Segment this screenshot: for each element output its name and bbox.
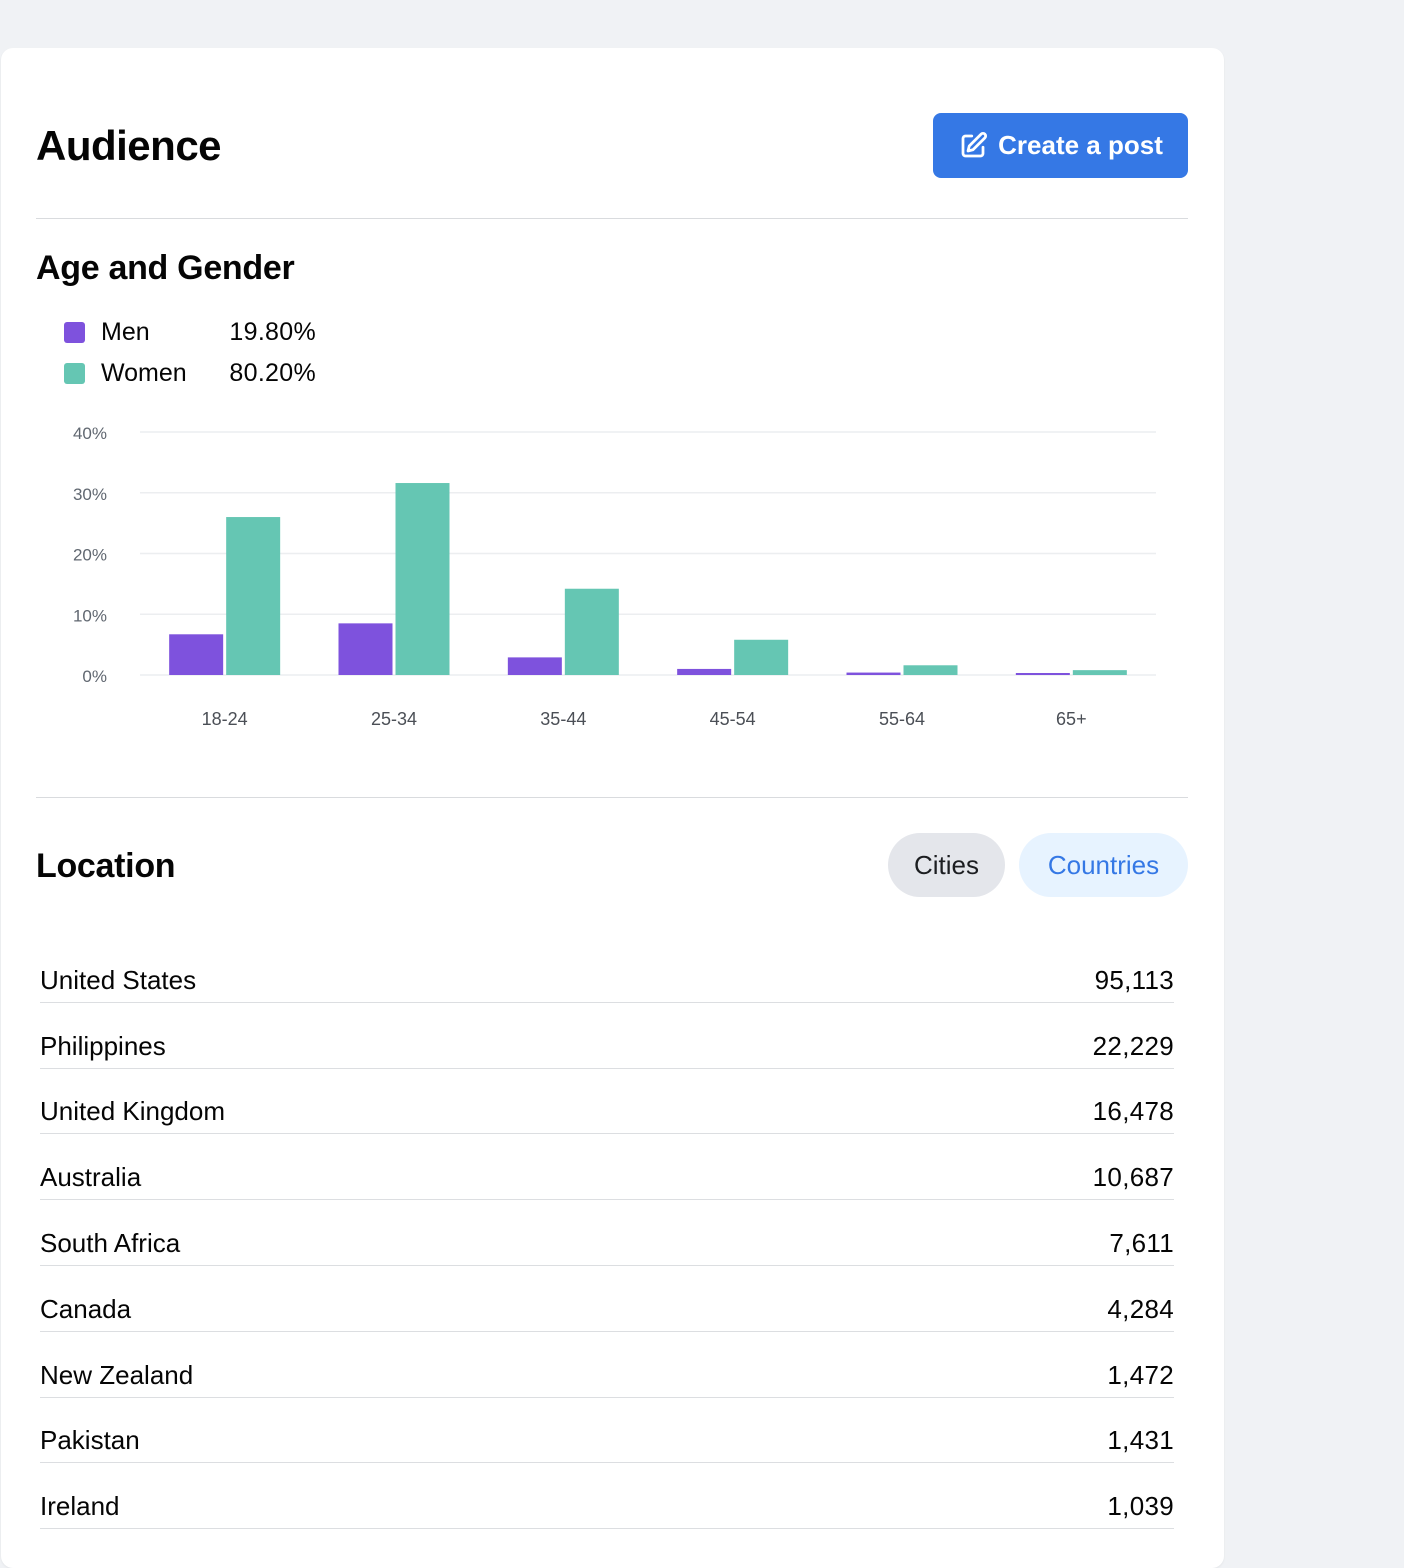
legend-value: 80.20%	[229, 359, 316, 387]
location-name: United Kingdom	[40, 1096, 225, 1127]
location-row: South Africa 7,611	[40, 1200, 1174, 1266]
location-row: United Kingdom 16,478	[40, 1069, 1174, 1135]
location-name: United States	[40, 964, 197, 995]
y-tick-label: 40%	[73, 424, 107, 443]
header-divider	[36, 218, 1188, 219]
bar-men-18-24[interactable]	[169, 634, 224, 675]
location-name: Ireland	[40, 1491, 120, 1522]
y-tick-label: 0%	[82, 667, 107, 686]
location-count: 10,687	[1092, 1162, 1174, 1193]
location-row: Philippines 22,229	[40, 1003, 1174, 1069]
legend-swatch-men	[64, 322, 85, 343]
bar-women-65+[interactable]	[1072, 670, 1127, 675]
bar-women-45-54[interactable]	[734, 639, 789, 675]
x-tick-label: 45-54	[710, 709, 756, 729]
location-row: Pakistan 1,431	[40, 1398, 1174, 1464]
x-tick-label: 18-24	[202, 709, 248, 729]
location-list: United States 95,113 Philippines 22,229 Unit…	[40, 937, 1174, 1530]
location-name: Australia	[40, 1162, 142, 1193]
location-count: 95,113	[1094, 964, 1174, 995]
x-tick-label: 25-34	[371, 709, 417, 729]
bar-men-55-64[interactable]	[846, 672, 901, 675]
legend-label: Women	[101, 359, 187, 387]
edit-square-icon	[961, 131, 988, 157]
bar-men-65+[interactable]	[1015, 673, 1070, 675]
location-name: New Zealand	[40, 1359, 194, 1390]
page-title: Audience	[36, 122, 222, 169]
x-tick-label: 35-44	[540, 709, 586, 729]
location-name: Philippines	[40, 1030, 166, 1061]
x-tick-label: 65+	[1056, 709, 1087, 729]
create-post-button[interactable]: Create a post	[933, 113, 1188, 178]
location-count: 1,431	[1107, 1425, 1174, 1456]
bar-men-25-34[interactable]	[338, 623, 393, 675]
location-title: Location	[36, 847, 176, 885]
location-count: 7,611	[1109, 1227, 1174, 1258]
create-post-label: Create a post	[998, 130, 1163, 160]
legend-label: Men	[101, 318, 150, 346]
location-count: 16,478	[1092, 1096, 1174, 1127]
y-tick-label: 30%	[73, 485, 107, 504]
age-gender-bar-chart: 0% 10% 20% 30% 40% 18-24 25-34 35-44 45-54 55-64 6…	[73, 424, 1156, 729]
tab-countries[interactable]: Countries	[1019, 833, 1188, 897]
location-count: 4,284	[1107, 1293, 1174, 1324]
location-count: 1,472	[1107, 1359, 1174, 1390]
chart-divider	[36, 797, 1188, 798]
y-tick-label: 10%	[73, 606, 107, 625]
legend-value: 19.80%	[229, 318, 316, 346]
legend-item-men: Men 19.80%	[64, 312, 364, 353]
bar-women-18-24[interactable]	[226, 517, 281, 675]
bar-women-35-44[interactable]	[564, 588, 619, 675]
chart-legend: Men 19.80% Women 80.20%	[64, 312, 364, 394]
location-count: 22,229	[1092, 1030, 1174, 1061]
tab-cities[interactable]: Cities	[888, 833, 1005, 897]
legend-item-women: Women 80.20%	[64, 353, 364, 394]
location-name: Canada	[40, 1293, 132, 1324]
location-row: Canada 4,284	[40, 1266, 1174, 1332]
bar-women-25-34[interactable]	[395, 483, 450, 675]
x-tick-label: 55-64	[879, 709, 925, 729]
location-row: Australia 10,687	[40, 1134, 1174, 1201]
location-name: Pakistan	[40, 1425, 140, 1456]
location-row: United States 95,113	[40, 937, 1174, 1003]
y-tick-label: 20%	[73, 546, 107, 565]
location-name: South Africa	[40, 1227, 181, 1258]
audience-card	[1, 48, 1224, 1568]
bar-men-45-54[interactable]	[677, 668, 732, 675]
bar-men-35-44[interactable]	[507, 657, 562, 675]
location-row: New Zealand 1,472	[40, 1332, 1174, 1398]
age-gender-title: Age and Gender	[36, 249, 295, 287]
bar-women-55-64[interactable]	[903, 665, 958, 675]
legend-swatch-women	[64, 363, 85, 384]
location-count: 1,039	[1107, 1491, 1174, 1522]
location-row: Ireland 1,039	[40, 1463, 1174, 1530]
